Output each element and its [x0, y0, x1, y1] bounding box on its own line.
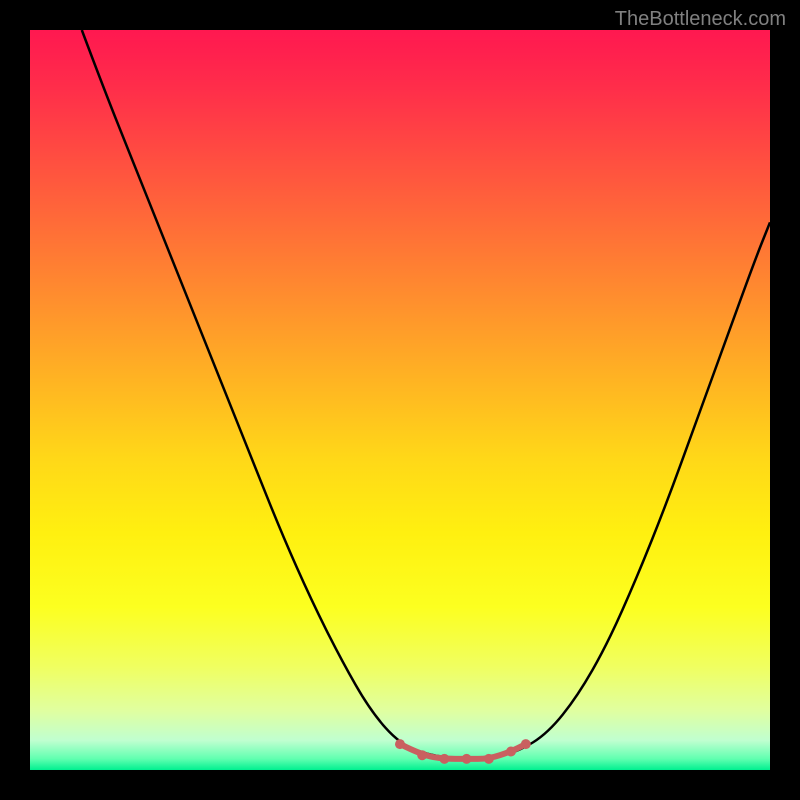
curve-layer: [30, 30, 770, 770]
watermark-text: TheBottleneck.com: [615, 8, 786, 31]
plot-area: [30, 30, 770, 770]
chart-container: TheBottleneck.com: [0, 0, 800, 800]
main-curve: [82, 30, 770, 759]
